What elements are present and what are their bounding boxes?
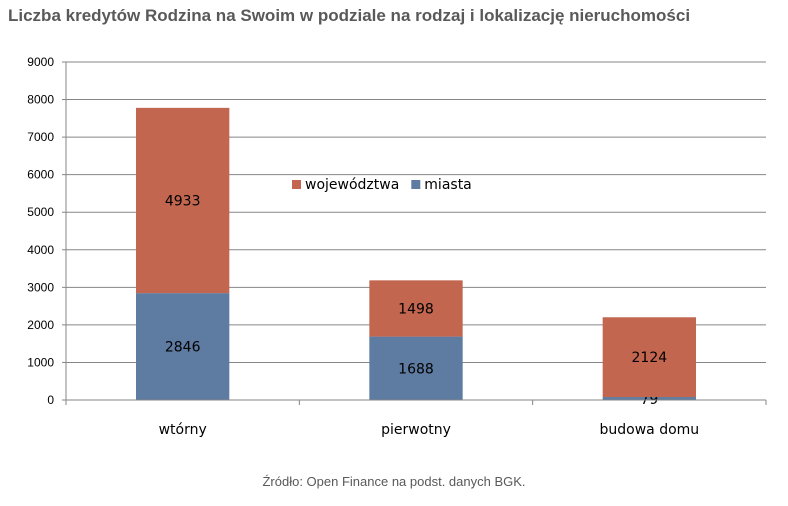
legend-label: województwa (305, 177, 399, 193)
legend-swatch (411, 180, 421, 189)
data-label: 2846 (165, 340, 201, 356)
y-tick-label: 3000 (27, 280, 54, 294)
x-axis-category-labels: wtórny pierwotny budowa domu (159, 422, 700, 438)
axes (62, 61, 767, 405)
y-tick-label: 6000 (27, 168, 54, 182)
bar-segment-wojewodztwa (369, 280, 463, 337)
data-label: 1498 (398, 301, 434, 317)
y-tick-label: 9000 (27, 55, 54, 69)
legend: województwa miasta (292, 177, 472, 193)
y-tick-label: 8000 (27, 93, 54, 107)
y-tick-label: 4000 (27, 243, 54, 257)
bar-segment-miasta (136, 293, 230, 400)
legend-label: miasta (424, 177, 471, 193)
data-label: 2124 (632, 350, 668, 366)
y-tick-label: 1000 (27, 355, 54, 369)
bar-segment-miasta (602, 397, 696, 400)
x-category-label: budowa domu (600, 422, 700, 438)
y-tick-label: 5000 (27, 205, 54, 219)
legend-swatch (292, 180, 301, 189)
x-category-label: pierwotny (381, 422, 451, 438)
stacked-bar-chart: 0 1000 2000 3000 4000 5000 6000 7000 8000 9000 28… (27, 55, 767, 438)
chart-title: Liczba kredytów Rodzina na Swoim w podzi… (8, 6, 691, 25)
x-category-label: wtórny (159, 422, 207, 438)
bar-segment-wojewodztwa (136, 107, 230, 294)
source-note: Źródło: Open Finance na podst. danych BG… (262, 474, 526, 489)
y-axis-tick-labels: 0 1000 2000 3000 4000 5000 6000 7000 8000 9000 (27, 55, 54, 407)
y-tick-label: 2000 (27, 318, 54, 332)
data-label: 4933 (165, 193, 201, 209)
y-tick-label: 7000 (27, 130, 54, 144)
data-label: 1688 (398, 361, 434, 377)
bar-segment-wojewodztwa (602, 317, 696, 398)
y-tick-label: 0 (47, 393, 54, 407)
bar-segment-miasta (369, 336, 463, 400)
